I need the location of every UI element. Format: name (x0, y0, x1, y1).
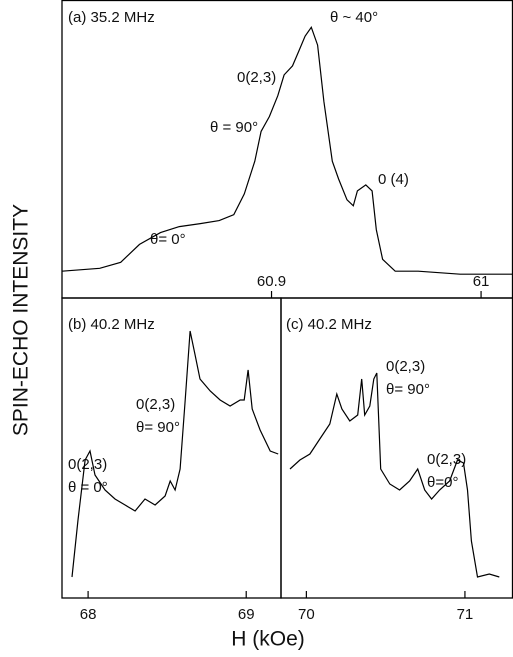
annotation: θ= 90° (386, 381, 430, 398)
annotation: θ = 0° (68, 479, 108, 496)
annotation: θ=0° (427, 474, 458, 491)
x-tick-label: 68 (80, 606, 97, 623)
annotation: 0(2,3) (68, 456, 107, 473)
x-tick-label: 70 (298, 606, 315, 623)
panel-title: (a) 35.2 MHz (68, 9, 155, 26)
annotation: 0(2,3) (136, 396, 175, 413)
annotation: θ = 90° (210, 119, 258, 136)
annotation: 0(2,3) (427, 451, 466, 468)
annotation: θ ~ 40° (330, 9, 378, 26)
annotation: 0(2,3) (386, 358, 425, 375)
spectrum-line (61, 25, 513, 275)
panel-frame (61, 297, 282, 599)
spectrum-line (289, 372, 500, 578)
x-tick-label: 71 (457, 606, 474, 623)
panel-title: (b) 40.2 MHz (68, 316, 155, 333)
panel-title: (c) 40.2 MHz (286, 316, 372, 333)
annotation: θ= 90° (136, 419, 180, 436)
x-tick-label: 60.9 (257, 273, 286, 290)
y-axis-label: SPIN-ECHO INTENSITY (10, 204, 33, 436)
panel-frame (280, 297, 513, 599)
spectrum-line (71, 330, 279, 578)
x-axis-label: H (kOe) (231, 628, 305, 651)
x-tick-label: 61 (473, 273, 490, 290)
annotation: 0(2,3) (237, 69, 276, 86)
x-tick-label: 69 (238, 606, 255, 623)
annotation: θ= 0° (150, 231, 186, 248)
annotation: 0 (4) (378, 171, 409, 188)
